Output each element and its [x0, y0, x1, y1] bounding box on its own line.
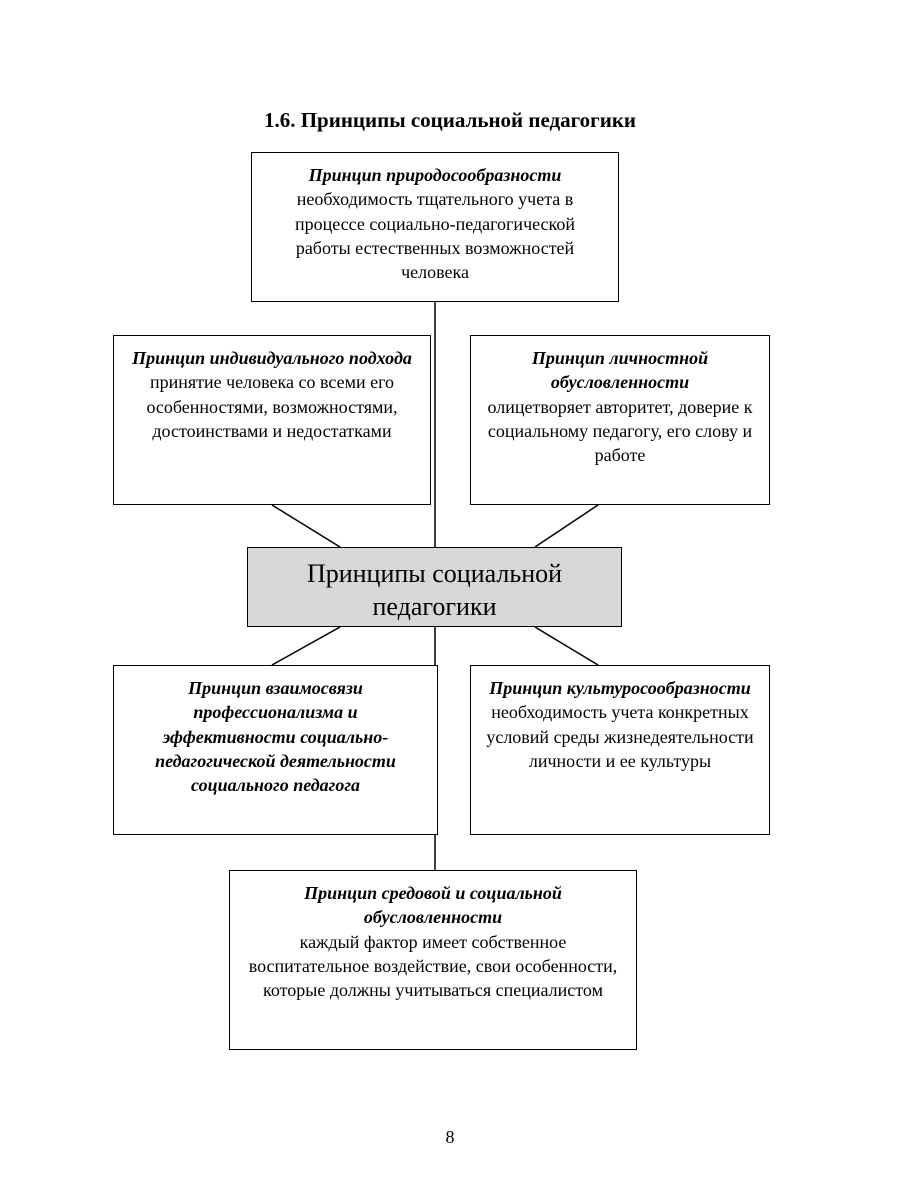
center-node: Принципы социальной педагогики — [247, 547, 622, 627]
node-top-body: необходимость тщательного учета в процес… — [266, 187, 604, 284]
node-upper-right-body: олицетворяет авторитет, доверие к социал… — [485, 395, 755, 468]
node-lower-right-title: Принцип культуросообразности — [485, 676, 755, 700]
node-lower-left-title: Принцип взаимосвязи профессионализма и э… — [128, 676, 423, 797]
page-title: 1.6. Принципы социальной педагогики — [0, 108, 900, 133]
node-lower-right-body: необходимость учета конкретных условий с… — [485, 700, 755, 773]
node-top: Принцип природосообразности необходимост… — [251, 152, 619, 302]
node-upper-right: Принцип личностной обусловленности олице… — [470, 335, 770, 505]
node-upper-left-title: Принцип индивидуального подхода — [128, 346, 416, 370]
node-bottom-body: каждый фактор имеет собственное воспитат… — [244, 930, 622, 1003]
node-bottom-title: Принцип средовой и социальной обусловлен… — [244, 881, 622, 930]
node-upper-left-body: принятие человека со всеми его особеннос… — [128, 370, 416, 443]
node-lower-right: Принцип культуросообразности необходимос… — [470, 665, 770, 835]
center-line1: Принципы социальной — [268, 558, 601, 591]
node-top-title: Принцип природосообразности — [266, 163, 604, 187]
page-number: 8 — [0, 1127, 900, 1148]
center-line2: педагогики — [268, 591, 601, 624]
node-bottom: Принцип средовой и социальной обусловлен… — [229, 870, 637, 1050]
node-upper-left: Принцип индивидуального подхода принятие… — [113, 335, 431, 505]
node-upper-right-title: Принцип личностной обусловленности — [485, 346, 755, 395]
node-lower-left: Принцип взаимосвязи профессионализма и э… — [113, 665, 438, 835]
